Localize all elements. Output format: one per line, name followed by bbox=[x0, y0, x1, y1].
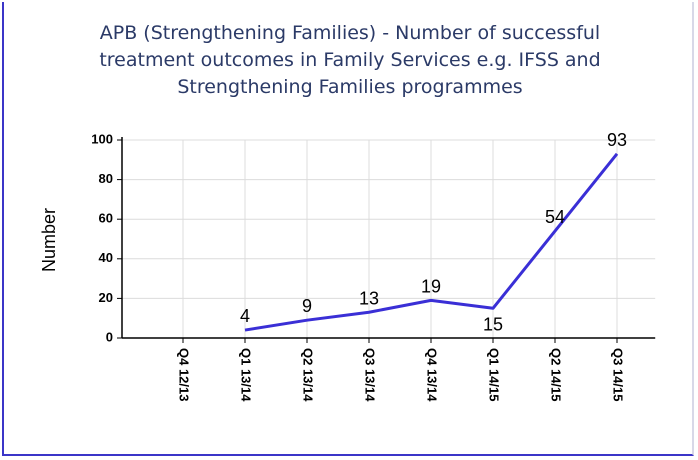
data-label: 93 bbox=[607, 130, 627, 150]
chart-title: APB (Strengthening Families) - Number of… bbox=[99, 22, 601, 98]
x-tick-label: Q2 13/14 bbox=[301, 348, 316, 402]
x-tick-label: Q1 14/15 bbox=[487, 348, 502, 402]
x-tick-label: Q4 12/13 bbox=[177, 348, 192, 402]
x-tick-label: Q3 13/14 bbox=[363, 348, 378, 402]
y-tick-label: 0 bbox=[106, 329, 113, 344]
data-label: 19 bbox=[421, 276, 441, 296]
y-tick-label: 40 bbox=[99, 250, 113, 265]
y-tick-label: 20 bbox=[99, 290, 113, 305]
frame bbox=[2, 2, 694, 456]
data-label: 15 bbox=[483, 314, 503, 334]
x-tick-label: Q3 14/15 bbox=[611, 348, 626, 402]
x-tick-label: Q4 13/14 bbox=[425, 348, 440, 402]
y-axis-label: Number bbox=[39, 208, 59, 272]
data-label: 9 bbox=[302, 296, 312, 316]
x-tick-label: Q1 13/14 bbox=[239, 348, 254, 402]
y-tick-label: 80 bbox=[99, 171, 113, 186]
x-tick-label: Q2 14/15 bbox=[549, 348, 564, 402]
data-label: 13 bbox=[359, 288, 379, 308]
data-label: 54 bbox=[545, 207, 565, 227]
data-label: 4 bbox=[240, 306, 250, 326]
line-series bbox=[244, 152, 619, 332]
y-tick-label: 100 bbox=[91, 131, 113, 146]
y-tick-label: 60 bbox=[99, 211, 113, 226]
